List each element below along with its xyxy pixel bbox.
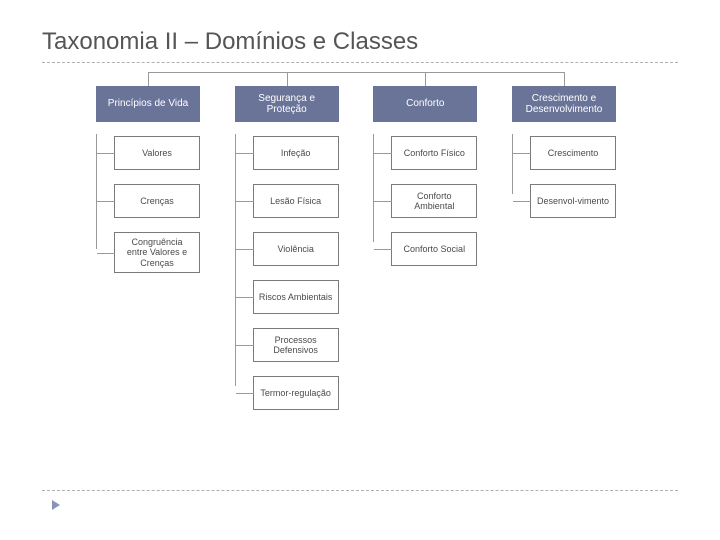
domain-box: Crescimento e Desenvolvimento	[512, 86, 616, 122]
class-box: Conforto Físico	[391, 136, 477, 170]
class-box: Valores	[114, 136, 200, 170]
domain-box: Conforto	[373, 86, 477, 122]
domain-box: Segurança e Proteção	[235, 86, 339, 122]
class-box: Violência	[253, 232, 339, 266]
class-box: Congruência entre Valores e Crenças	[114, 232, 200, 273]
taxonomy-diagram: Princípios de Vida Valores Crenças Congr…	[96, 72, 616, 410]
domain-column: Crescimento e Desenvolvimento Cresciment…	[512, 72, 616, 218]
domain-column: Segurança e Proteção Infeção Lesão Físic…	[235, 72, 339, 410]
class-box: Termor-regulação	[253, 376, 339, 410]
class-box: Infeção	[253, 136, 339, 170]
domain-box: Princípios de Vida	[96, 86, 200, 122]
footer-bullet-icon	[52, 500, 60, 510]
class-box: Desenvol-vimento	[530, 184, 616, 218]
class-box: Conforto Social	[391, 232, 477, 266]
class-box: Riscos Ambientais	[253, 280, 339, 314]
domain-column: Princípios de Vida Valores Crenças Congr…	[96, 72, 200, 273]
divider-top	[42, 62, 678, 63]
domain-column: Conforto Conforto Físico Conforto Ambien…	[373, 72, 477, 266]
divider-bottom	[42, 490, 678, 491]
class-box: Crescimento	[530, 136, 616, 170]
class-box: Lesão Física	[253, 184, 339, 218]
class-box: Conforto Ambiental	[391, 184, 477, 218]
page-title: Taxonomia II – Domínios e Classes	[42, 28, 418, 56]
top-connector	[148, 72, 564, 73]
class-box: Crenças	[114, 184, 200, 218]
class-box: Processos Defensivos	[253, 328, 339, 362]
